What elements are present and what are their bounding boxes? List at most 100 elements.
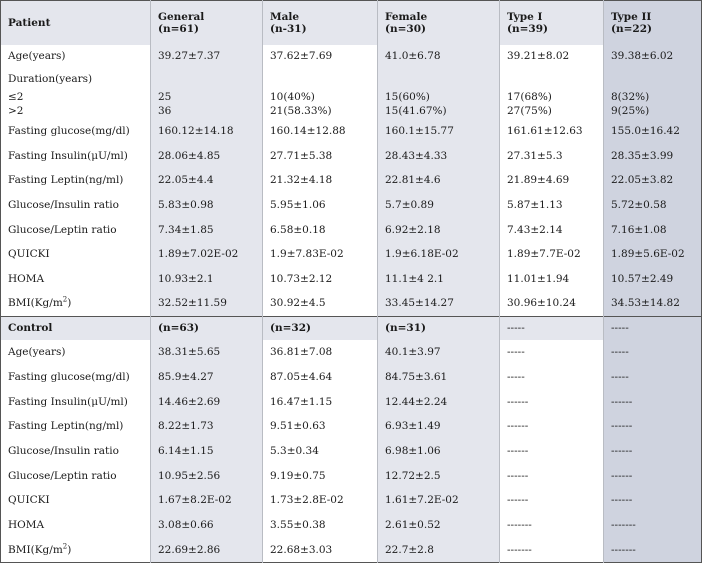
cell-male: 9.19±0.75 bbox=[262, 463, 378, 489]
cell-type-2: 5.72±0.58 bbox=[603, 192, 702, 218]
cell-male: 9.51±0.63 bbox=[262, 414, 378, 439]
cell-female: 5.7±0.89 bbox=[377, 192, 500, 218]
cell-female: 40.1±3.97 bbox=[377, 340, 500, 365]
cell-general: 39.27±7.37 bbox=[150, 44, 263, 67]
table-row: BMI(Kg/m2) 22.69±2.86 22.68±3.03 22.7±2.8 --… bbox=[0, 537, 702, 563]
cell-general: 3.08±0.66 bbox=[150, 512, 263, 538]
cell-female: 6.98±1.06 bbox=[377, 438, 500, 464]
table-row: QUICKI 1.67±8.2E-02 1.73±2.8E-02 1.61±7.2E-… bbox=[0, 488, 702, 513]
cell-general: 38.31±5.65 bbox=[150, 340, 263, 365]
cell-general: 8.22±1.73 bbox=[150, 414, 263, 439]
cell-type-2: ----- bbox=[603, 364, 702, 390]
cell-male: 5.3±0.34 bbox=[262, 438, 378, 464]
row-label: ≤2 bbox=[0, 90, 151, 104]
row-label: Glucose/Leptin ratio bbox=[0, 463, 151, 489]
cell-general: 36 bbox=[150, 103, 263, 119]
row-label: Duration(years) bbox=[0, 66, 151, 91]
cell-female: 12.44±2.24 bbox=[377, 389, 500, 415]
statistics-table: Patient General (n=61) Male (n-31) Female(… bbox=[0, 0, 702, 563]
table-row: Duration(years) bbox=[0, 66, 702, 91]
cell-female: 22.81±4.6 bbox=[377, 167, 500, 193]
column-header-type-1: Type I (n=39) bbox=[499, 0, 604, 45]
cell-female: 160.1±15.77 bbox=[377, 118, 500, 144]
table-row: ≤2 25 10(40%) 15(60%) 17(68%) 8(32%) bbox=[0, 90, 702, 104]
cell-type-2: 10.57±2.49 bbox=[603, 266, 702, 292]
cell-female: 6.92±2.18 bbox=[377, 217, 500, 242]
row-label: Glucose/Insulin ratio bbox=[0, 438, 151, 464]
row-label: Age(years) bbox=[0, 340, 151, 365]
cell-general: 5.83±0.98 bbox=[150, 192, 263, 218]
cell-female: 33.45±14.27 bbox=[377, 291, 500, 316]
cell-male: 160.14±12.88 bbox=[262, 118, 378, 144]
cell-male: 1.9±7.83E-02 bbox=[262, 241, 378, 267]
cell-general: 22.05±4.4 bbox=[150, 167, 263, 193]
control-rows: Age(years) 38.31±5.65 36.81±7.08 40.1±3.97 -… bbox=[0, 340, 702, 563]
cell-type-1: ------ bbox=[499, 488, 604, 513]
cell-type-2: 28.35±3.99 bbox=[603, 143, 702, 168]
column-header-male: Male (n-31) bbox=[262, 0, 378, 45]
table-row: BMI(Kg/m2) 32.52±11.59 30.92±4.5 33.45±14.2… bbox=[0, 291, 702, 316]
cell-female: 11.1±4 2.1 bbox=[377, 266, 500, 292]
cell-male: 36.81±7.08 bbox=[262, 340, 378, 365]
cell-type-2: ------ bbox=[603, 488, 702, 513]
cell-female: 15(60%) bbox=[377, 90, 500, 104]
table-row: HOMA 10.93±2.1 10.73±2.12 11.1±4 2.1 11.01±1… bbox=[0, 266, 702, 292]
table-row: >2 36 21(58.33%) 15(41.67%) 27(75%) 9(25%) bbox=[0, 103, 702, 119]
cell-type-2: 155.0±16.42 bbox=[603, 118, 702, 144]
table-row: Glucose/Leptin ratio 7.34±1.85 6.58±0.18 6.… bbox=[0, 217, 702, 242]
cell-type-2: ----- bbox=[603, 340, 702, 365]
cell-male: 22.68±3.03 bbox=[262, 537, 378, 563]
control-n-female: (n=31) bbox=[377, 315, 500, 340]
cell-type-2: 9(25%) bbox=[603, 103, 702, 119]
cell-type-2: 7.16±1.08 bbox=[603, 217, 702, 242]
cell-general: 10.95±2.56 bbox=[150, 463, 263, 489]
cell-male: 16.47±1.15 bbox=[262, 389, 378, 415]
cell-type-1: 17(68%) bbox=[499, 90, 604, 104]
cell-type-1: 1.89±7.7E-02 bbox=[499, 241, 604, 267]
cell-general: 28.06±4.85 bbox=[150, 143, 263, 168]
row-label: >2 bbox=[0, 103, 151, 119]
table-row: Fasting Leptin(ng/ml) 8.22±1.73 9.51±0.63 6… bbox=[0, 414, 702, 439]
cell-male: 27.71±5.38 bbox=[262, 143, 378, 168]
cell-male: 3.55±0.38 bbox=[262, 512, 378, 538]
cell-type-1: ------ bbox=[499, 414, 604, 439]
cell-type-1: 27.31±5.3 bbox=[499, 143, 604, 168]
row-label: Fasting Insulin(μU/ml) bbox=[0, 389, 151, 415]
table-row: Age(years) 39.27±7.37 37.62±7.69 41.0±6.78 3… bbox=[0, 44, 702, 67]
cell-general: 25 bbox=[150, 90, 263, 104]
cell-type-2: 34.53±14.82 bbox=[603, 291, 702, 316]
cell-female: 84.75±3.61 bbox=[377, 364, 500, 390]
cell-type-1: ------- bbox=[499, 512, 604, 538]
cell-general: 1.67±8.2E-02 bbox=[150, 488, 263, 513]
cell-female bbox=[377, 66, 500, 91]
cell-type-2: 1.89±5.6E-02 bbox=[603, 241, 702, 267]
cell-general: 6.14±1.15 bbox=[150, 438, 263, 464]
table-row: Age(years) 38.31±5.65 36.81±7.08 40.1±3.97 -… bbox=[0, 340, 702, 365]
cell-type-1: 30.96±10.24 bbox=[499, 291, 604, 316]
cell-type-2: ------ bbox=[603, 463, 702, 489]
row-label: Fasting glucose(mg/dl) bbox=[0, 364, 151, 390]
cell-female: 1.9±6.18E-02 bbox=[377, 241, 500, 267]
table-row: HOMA 3.08±0.66 3.55±0.38 2.61±0.52 ------- --… bbox=[0, 512, 702, 538]
control-n-male: (n=32) bbox=[262, 315, 378, 340]
cell-type-1: 5.87±1.13 bbox=[499, 192, 604, 218]
table-row: Fasting Leptin(ng/ml) 22.05±4.4 21.32±4.18… bbox=[0, 167, 702, 193]
row-label: QUICKI bbox=[0, 488, 151, 513]
cell-type-1: 11.01±1.94 bbox=[499, 266, 604, 292]
cell-female: 6.93±1.49 bbox=[377, 414, 500, 439]
cell-type-1: 21.89±4.69 bbox=[499, 167, 604, 193]
cell-male: 10.73±2.12 bbox=[262, 266, 378, 292]
table-row: Fasting glucose(mg/dl) 85.9±4.27 87.05±4.6… bbox=[0, 364, 702, 390]
group-header-patient: Patient bbox=[0, 0, 151, 45]
cell-type-1: 161.61±12.63 bbox=[499, 118, 604, 144]
cell-male bbox=[262, 66, 378, 91]
cell-type-1 bbox=[499, 66, 604, 91]
cell-type-1: 27(75%) bbox=[499, 103, 604, 119]
cell-type-2: 39.38±6.02 bbox=[603, 44, 702, 67]
cell-general: 10.93±2.1 bbox=[150, 266, 263, 292]
cell-male: 87.05±4.64 bbox=[262, 364, 378, 390]
cell-female: 2.61±0.52 bbox=[377, 512, 500, 538]
row-label: BMI(Kg/m2) bbox=[0, 291, 151, 316]
cell-type-1: ------- bbox=[499, 537, 604, 563]
cell-female: 1.61±7.2E-02 bbox=[377, 488, 500, 513]
